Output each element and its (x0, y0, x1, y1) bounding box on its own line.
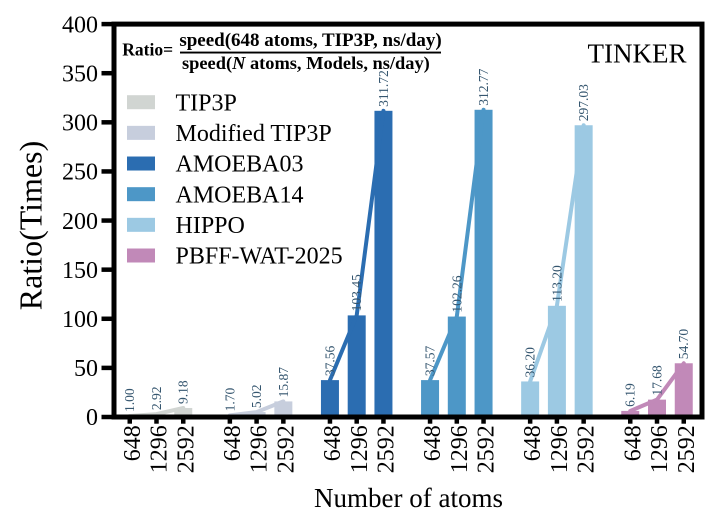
svg-text:6.19: 6.19 (623, 383, 638, 407)
svg-text:HIPPO: HIPPO (176, 213, 245, 239)
svg-text:102.26: 102.26 (449, 275, 464, 312)
svg-text:100: 100 (62, 307, 98, 333)
svg-text:50: 50 (74, 356, 98, 382)
svg-text:2592: 2592 (173, 425, 199, 473)
svg-text:648: 648 (520, 425, 546, 461)
svg-text:TIP3P: TIP3P (176, 90, 237, 116)
svg-text:2592: 2592 (273, 425, 299, 473)
svg-text:17.68: 17.68 (650, 365, 665, 396)
svg-text:1296: 1296 (247, 425, 273, 473)
svg-text:648: 648 (220, 425, 246, 461)
svg-text:5.02: 5.02 (249, 384, 264, 408)
svg-text:AMOEBA14: AMOEBA14 (176, 182, 304, 208)
svg-text:PBFF-WAT-2025: PBFF-WAT-2025 (176, 244, 343, 270)
svg-text:1296: 1296 (547, 425, 573, 473)
svg-text:400: 400 (62, 12, 98, 38)
svg-text:54.70: 54.70 (676, 329, 691, 360)
svg-text:2.92: 2.92 (149, 387, 164, 411)
svg-text:2592: 2592 (374, 425, 400, 473)
svg-text:Ratio=: Ratio= (122, 40, 173, 60)
svg-text:300: 300 (62, 111, 98, 137)
svg-text:113.20: 113.20 (549, 265, 564, 302)
svg-text:350: 350 (62, 61, 98, 87)
svg-text:1296: 1296 (647, 425, 673, 473)
svg-text:648: 648 (320, 425, 346, 461)
svg-text:312.77: 312.77 (476, 68, 491, 105)
svg-text:15.87: 15.87 (276, 367, 291, 398)
svg-text:311.72: 311.72 (376, 70, 391, 107)
svg-text:150: 150 (62, 258, 98, 284)
svg-text:200: 200 (62, 209, 98, 235)
svg-text:250: 250 (62, 160, 98, 186)
svg-text:AMOEBA03: AMOEBA03 (176, 152, 304, 178)
svg-text:Modified TIP3P: Modified TIP3P (176, 121, 332, 147)
svg-text:1296: 1296 (147, 425, 173, 473)
svg-text:103.45: 103.45 (349, 274, 364, 311)
svg-text:1.70: 1.70 (222, 387, 237, 411)
svg-text:Ratio(Times): Ratio(Times) (12, 141, 48, 311)
svg-text:Number of atoms: Number of atoms (314, 483, 503, 513)
svg-text:9.18: 9.18 (176, 380, 191, 404)
svg-text:37.57: 37.57 (423, 345, 438, 376)
svg-text:648: 648 (120, 425, 146, 461)
svg-text:speed(N atoms, Models, ns/day): speed(N atoms, Models, ns/day) (182, 53, 430, 74)
svg-text:2592: 2592 (674, 425, 700, 473)
svg-text:0: 0 (86, 405, 98, 431)
svg-text:2592: 2592 (474, 425, 500, 473)
svg-text:37.56: 37.56 (322, 345, 337, 376)
svg-text:1.00: 1.00 (122, 388, 137, 412)
svg-text:TINKER: TINKER (588, 39, 687, 69)
svg-text:1296: 1296 (447, 425, 473, 473)
svg-text:1296: 1296 (347, 425, 373, 473)
svg-text:648: 648 (620, 425, 646, 461)
svg-text:36.20: 36.20 (523, 347, 538, 378)
svg-text:297.03: 297.03 (576, 84, 591, 121)
svg-text:648: 648 (420, 425, 446, 461)
svg-text:speed(648 atoms, TIP3P, ns/day: speed(648 atoms, TIP3P, ns/day) (179, 30, 441, 51)
svg-text:2592: 2592 (574, 425, 600, 473)
